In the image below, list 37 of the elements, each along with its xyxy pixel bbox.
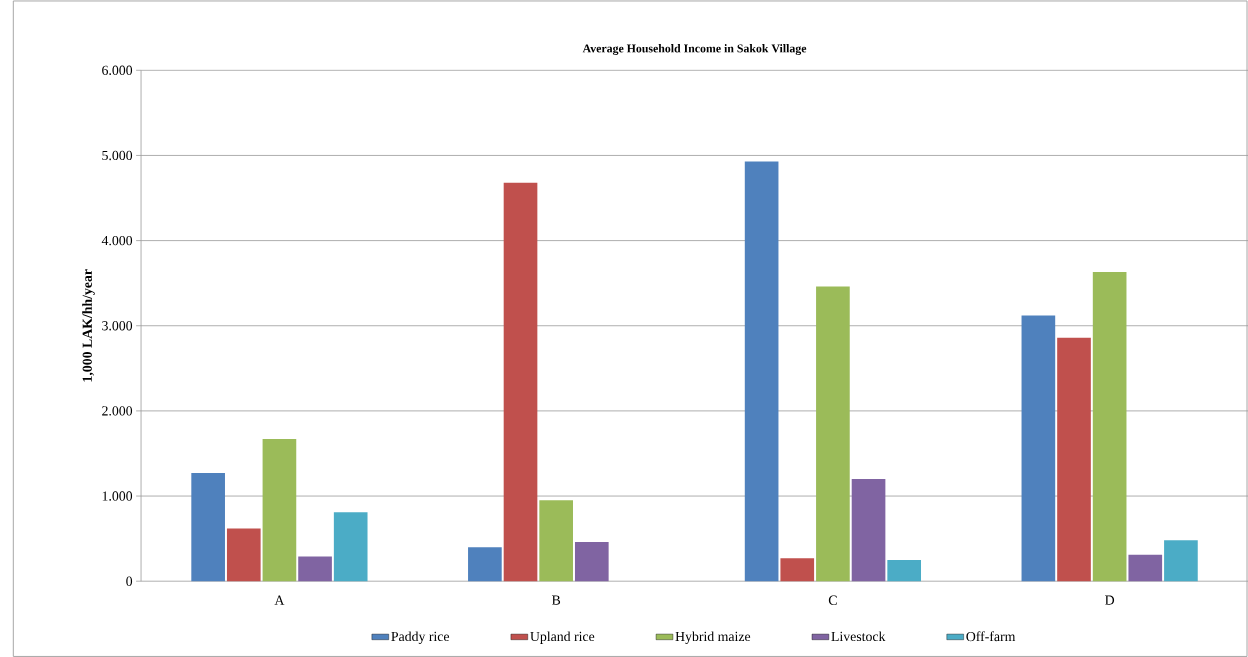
bar (468, 546, 502, 581)
x-tick-label: B (551, 595, 561, 605)
bar (574, 541, 609, 581)
y-tick-label: 3.000 (102, 320, 133, 331)
bar (1164, 540, 1198, 581)
bar (816, 286, 850, 581)
y-tick-label: 5.000 (102, 150, 133, 160)
bar (1057, 337, 1091, 581)
legend-label: Livestock (831, 631, 886, 641)
legend-label: Upland rice (530, 631, 595, 644)
y-tick-label: 6.000 (102, 65, 133, 75)
bar (539, 500, 573, 581)
bar (1092, 271, 1127, 581)
bar (744, 161, 779, 581)
y-tick-label: 1.000 (102, 491, 133, 501)
bar (780, 557, 815, 581)
bar (851, 478, 886, 581)
bar (503, 182, 538, 581)
bar (1021, 315, 1056, 581)
y-tick-label: 0 (126, 576, 133, 586)
legend-label: Paddy rice (391, 631, 450, 644)
bar (333, 512, 368, 581)
chart-title: Average Household Income in Sakok Village (582, 43, 807, 55)
bar (298, 556, 332, 581)
legend-label: Off-farm (966, 631, 1016, 641)
y-axis-title: 1,000 LAK/hh/year (82, 269, 95, 382)
x-tick-label: C (828, 595, 837, 605)
bar (191, 472, 225, 581)
y-tick-label: 2.000 (102, 405, 133, 416)
x-tick-label: A (274, 595, 285, 605)
bar (262, 438, 297, 581)
legend-label: Hybrid maize (675, 631, 751, 644)
x-tick-label: D (1105, 595, 1115, 605)
bar (887, 559, 922, 581)
bar (1128, 554, 1163, 581)
bar (226, 528, 261, 581)
y-tick-label: 4.000 (101, 235, 133, 246)
